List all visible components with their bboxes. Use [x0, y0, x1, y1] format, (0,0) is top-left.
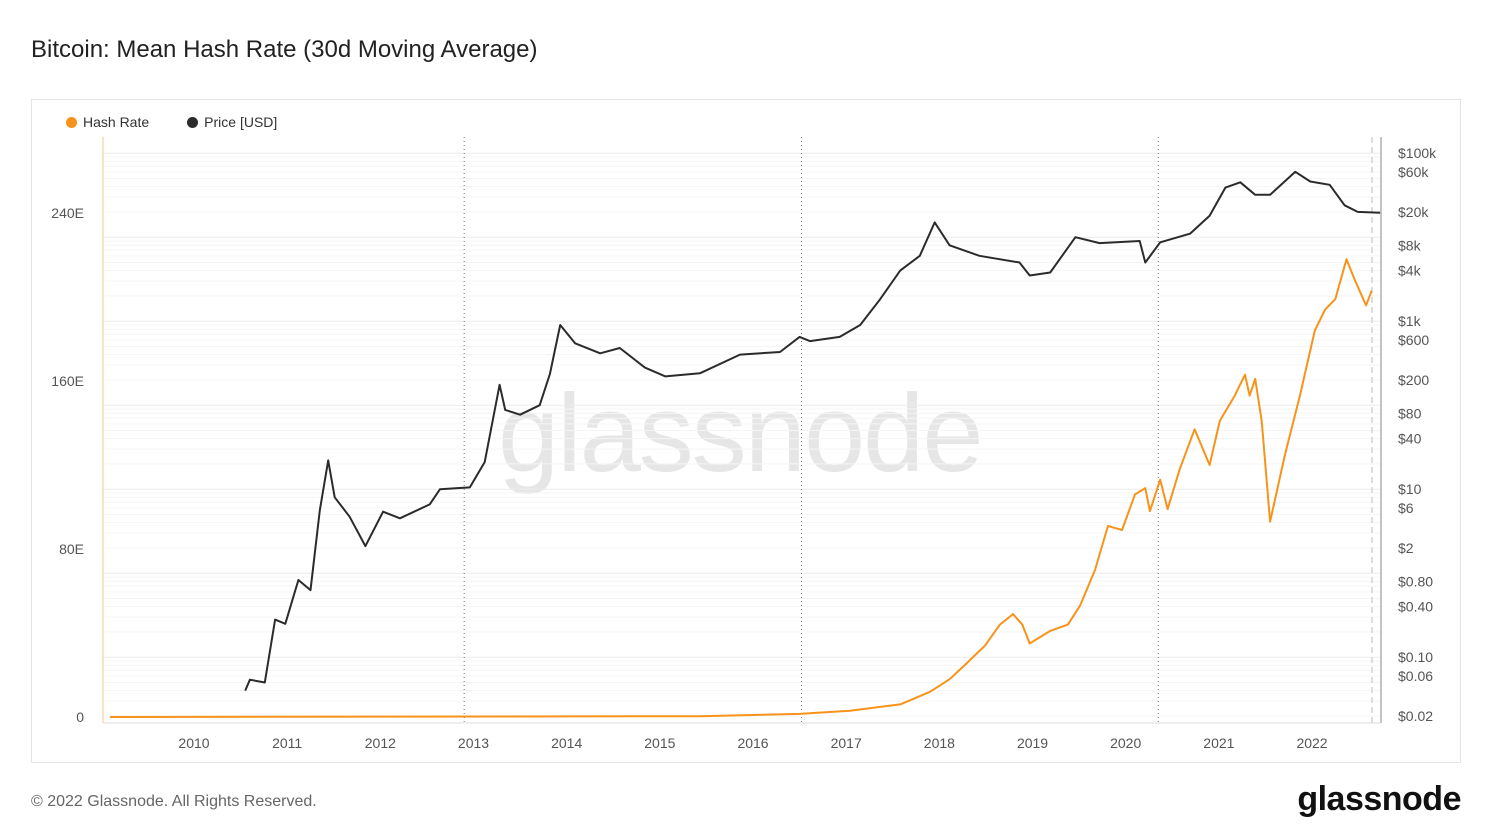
chart-title: Bitcoin: Mean Hash Rate (30d Moving Aver…: [31, 36, 538, 63]
watermark: glassnode: [498, 372, 983, 495]
x-tick-label: 2013: [458, 735, 489, 751]
legend-label: Hash Rate: [83, 114, 150, 130]
y-right-tick-label: $100k: [1398, 145, 1437, 161]
legend: Hash Rate Price [USD]: [66, 114, 277, 130]
x-tick-label: 2022: [1296, 735, 1327, 751]
copyright: © 2022 Glassnode. All Rights Reserved.: [31, 793, 317, 810]
y-right-tick-label: $0.40: [1398, 599, 1433, 615]
y-right-tick-label: $0.06: [1398, 668, 1433, 684]
y-left-tick-label: 80E: [59, 541, 84, 557]
glassnode-logo: glassnode: [1297, 780, 1461, 818]
y-right-tick-label: $2: [1398, 540, 1414, 556]
y-right-tick-label: $60k: [1398, 164, 1429, 180]
y-left-tick-label: 240E: [51, 205, 84, 221]
y-right-tick-label: $10: [1398, 481, 1422, 497]
x-tick-label: 2019: [1017, 735, 1048, 751]
y-right-tick-label: $0.80: [1398, 573, 1433, 589]
x-tick-label: 2018: [924, 735, 955, 751]
y-right-tick-label: $40: [1398, 431, 1422, 447]
y-right-tick-label: $80: [1398, 405, 1422, 421]
chart-frame: [31, 99, 1461, 763]
x-tick-label: 2021: [1203, 735, 1234, 751]
y-right-tick-label: $200: [1398, 372, 1429, 388]
legend-hash-rate[interactable]: Hash Rate: [66, 114, 149, 130]
price-dot-icon: [187, 116, 199, 128]
price-line: [244, 170, 1381, 691]
y-left-tick-label: 0: [76, 709, 84, 725]
x-tick-label: 2015: [644, 735, 675, 751]
x-tick-label: 2010: [178, 735, 209, 751]
y-left-tick-label: 160E: [51, 373, 84, 389]
y-right-tick-label: $1k: [1398, 313, 1422, 329]
y-right-tick-label: $0.02: [1398, 708, 1433, 724]
x-tick-label: 2020: [1110, 735, 1141, 751]
legend-price[interactable]: Price [USD]: [187, 114, 277, 130]
x-tick-label: 2017: [831, 735, 862, 751]
y-right-tick-label: $20k: [1398, 204, 1429, 220]
x-tick-label: 2016: [737, 735, 768, 751]
x-tick-label: 2014: [551, 735, 582, 751]
y-right-tick-label: $600: [1398, 332, 1429, 348]
hash-rate-dot-icon: [66, 116, 77, 128]
legend-label: Price [USD]: [204, 114, 278, 130]
y-right-tick-label: $4k: [1398, 263, 1422, 279]
x-tick-label: 2012: [365, 735, 396, 751]
x-tick-label: 2011: [272, 735, 302, 751]
y-right-tick-label: $0.10: [1398, 649, 1433, 665]
y-right-tick-label: $6: [1398, 500, 1414, 516]
y-right-tick-label: $8k: [1398, 237, 1422, 253]
hash-rate-line: [110, 258, 1373, 718]
